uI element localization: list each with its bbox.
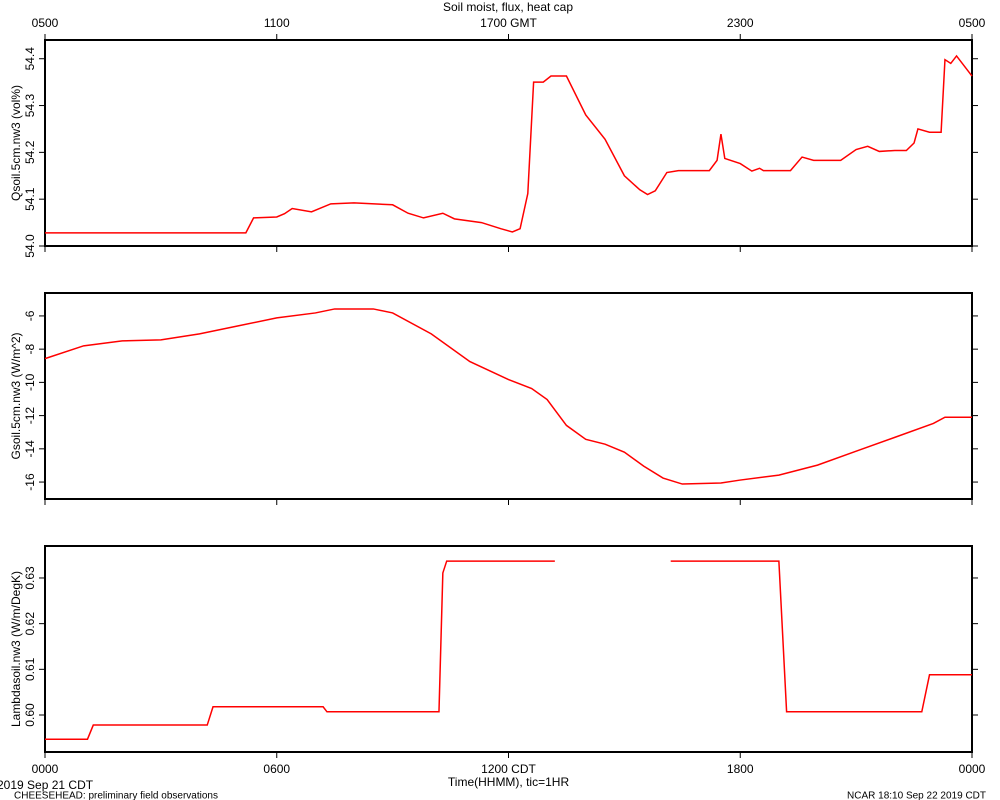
y-tick-label: -6	[23, 310, 37, 321]
y-tick-label: 0.61	[23, 657, 37, 681]
x-tick-label: 0000	[959, 762, 986, 776]
y-tick-label: 0.63	[23, 566, 37, 590]
date-label: 2019 Sep 21 CDT	[0, 778, 94, 792]
footer-stamp: NCAR 18:10 Sep 22 2019 CDT	[847, 791, 986, 800]
x-axis-label: Time(HHMM), tic=1HR	[448, 775, 570, 789]
y-axis-label: Qsoil.5cm.nw3 (vol%)	[9, 85, 23, 201]
x2-tick-label: 0500	[32, 16, 59, 30]
plot-frame	[44, 39, 973, 247]
y-tick-label: -10	[23, 373, 37, 391]
y-axis-label: Gsoil.5cm.nw3 (W/m^2)	[9, 333, 23, 460]
plot-frame	[44, 545, 973, 753]
x2-tick-label: 0500	[959, 16, 986, 30]
y-tick-label: 54.1	[23, 187, 37, 211]
y-tick-label: -16	[23, 473, 37, 491]
x-tick-label: 1200 CDT	[481, 762, 536, 776]
y-tick-label: -14	[23, 440, 37, 458]
x-tick-label: 0000	[32, 762, 59, 776]
x2-tick-label: 2300	[727, 16, 754, 30]
x-tick-label: 1800	[727, 762, 754, 776]
x2-tick-label: 1100	[264, 16, 290, 30]
y-tick-label: 54.3	[23, 94, 37, 118]
y-tick-label: -12	[23, 407, 37, 425]
y-tick-label: 54.2	[23, 140, 37, 164]
x2-tick-label: 1700 GMT	[480, 16, 537, 30]
footer-note: CHEESEHEAD: preliminary field observatio…	[14, 791, 218, 800]
data-line	[45, 560, 972, 740]
y-tick-label: 0.62	[23, 612, 37, 636]
y-axis-label: Lambdasoil.nw3 (W/m/DegK)	[9, 571, 23, 727]
y-tick-label: 0.60	[23, 703, 37, 727]
x-tick-label: 0600	[263, 762, 290, 776]
data-line	[45, 54, 973, 234]
data-line	[44, 308, 972, 485]
plot-frame	[44, 292, 973, 500]
chart-title: Soil moist, flux, heat cap	[443, 0, 573, 14]
y-tick-label: 54.4	[23, 47, 37, 71]
y-tick-label: -8	[23, 343, 37, 354]
y-tick-label: 54.0	[23, 234, 37, 258]
